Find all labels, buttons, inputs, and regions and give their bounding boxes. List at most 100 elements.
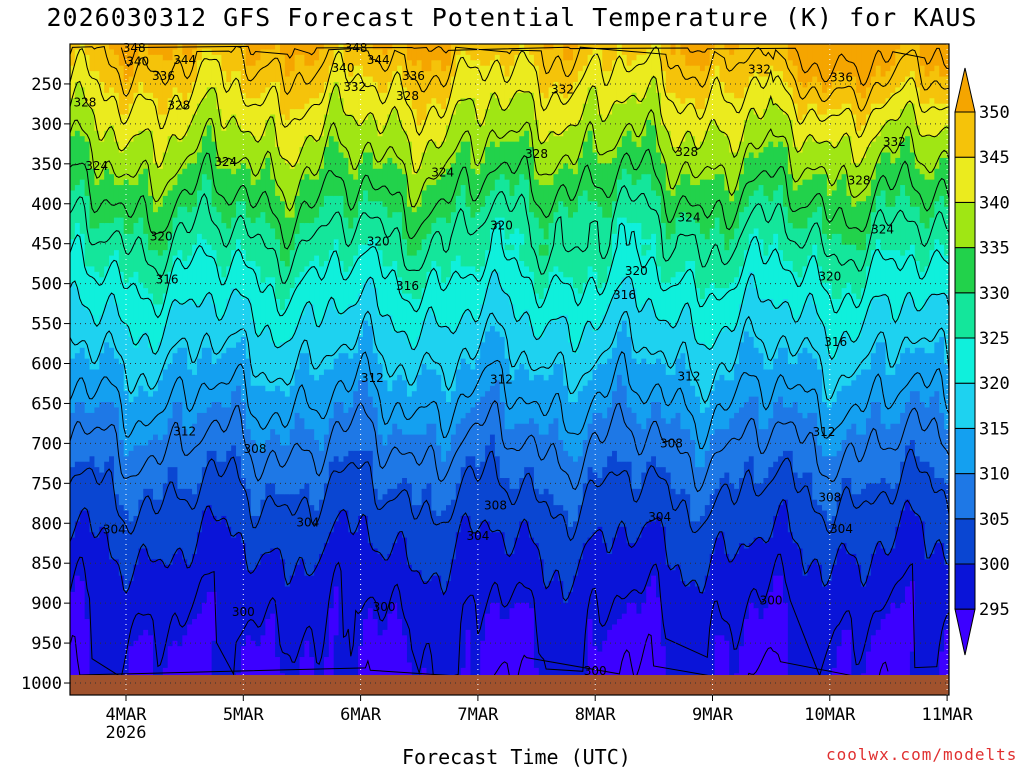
fill-cell xyxy=(704,575,711,685)
fill-cell xyxy=(143,488,149,550)
fill-cell xyxy=(900,412,906,463)
contour-label: 348 xyxy=(344,41,367,55)
fill-cell xyxy=(358,380,364,452)
fill-cell xyxy=(885,298,891,376)
fill-cell xyxy=(113,304,120,360)
fill-cell xyxy=(172,298,179,354)
fill-cell xyxy=(763,429,769,479)
fill-cell xyxy=(499,217,506,289)
fill-cell xyxy=(392,109,398,164)
fill-cell xyxy=(123,44,130,83)
fill-cell xyxy=(499,174,506,219)
fill-cell xyxy=(372,239,379,289)
contour-336 xyxy=(70,108,949,212)
fill-cell xyxy=(768,298,774,371)
fill-cell xyxy=(885,98,891,121)
fill-cell xyxy=(626,98,633,132)
fill-cell xyxy=(773,309,779,360)
fill-cell xyxy=(250,44,257,67)
fill-cell xyxy=(240,298,247,338)
contour-348 xyxy=(70,45,949,112)
fill-cell xyxy=(182,168,188,208)
fill-cell xyxy=(431,510,437,577)
y-tick-label: 600 xyxy=(31,355,62,375)
colorbar-box xyxy=(954,201,976,249)
contour-label: 324 xyxy=(678,210,701,224)
fill-cell xyxy=(148,440,154,490)
fill-cell xyxy=(680,141,686,175)
x-tick-label: 8MAR xyxy=(575,705,617,725)
fill-cell xyxy=(670,92,677,148)
fill-cell xyxy=(431,423,437,512)
fill-cell xyxy=(885,553,891,615)
fill-cell xyxy=(167,233,174,273)
fill-cell xyxy=(387,434,393,490)
fill-cell xyxy=(123,510,130,593)
fill-cell xyxy=(514,228,520,322)
fill-cell xyxy=(621,136,628,170)
fill-cell xyxy=(548,374,555,425)
fill-cell xyxy=(392,331,398,381)
fill-cell xyxy=(153,163,159,213)
fill-cell xyxy=(577,157,584,197)
fill-cell xyxy=(548,423,555,495)
credit-link[interactable]: coolwx.com/modelts xyxy=(826,745,1018,764)
fill-cell xyxy=(504,358,511,430)
fill-cell xyxy=(177,347,183,403)
fill-cell xyxy=(651,309,657,365)
contour-label: 344 xyxy=(367,53,390,67)
fill-cell xyxy=(778,185,784,251)
fill-cell xyxy=(553,505,559,571)
fill-cell xyxy=(812,103,818,143)
fill-cell xyxy=(206,293,213,349)
fill-cell xyxy=(758,44,765,78)
fill-cell xyxy=(572,125,579,175)
fill-cell xyxy=(236,168,242,202)
fill-cell xyxy=(489,60,496,94)
fill-cell xyxy=(890,548,896,604)
fill-cell xyxy=(607,163,613,219)
fill-cell xyxy=(802,44,808,88)
fill-cell xyxy=(646,49,652,88)
fill-cell xyxy=(909,298,916,354)
fill-cell xyxy=(714,429,721,490)
fill-cell xyxy=(333,358,340,403)
fill-cell xyxy=(377,92,384,137)
fill-cell xyxy=(153,54,159,99)
fill-cell xyxy=(563,98,569,132)
fill-cell xyxy=(240,402,247,479)
fill-cell xyxy=(216,521,222,685)
fill-cell xyxy=(817,206,823,268)
fill-cell xyxy=(231,288,237,349)
fill-cell xyxy=(367,396,374,452)
fill-cell xyxy=(685,261,691,305)
fill-cell xyxy=(450,434,457,501)
fill-cell xyxy=(587,87,594,132)
fill-cell xyxy=(79,304,86,349)
fill-cell xyxy=(929,217,935,251)
fill-cell xyxy=(226,450,232,528)
fill-cell xyxy=(133,271,139,349)
fill-cell xyxy=(348,407,354,452)
fill-cell xyxy=(699,591,706,685)
fill-cell xyxy=(695,586,701,685)
fill-cell xyxy=(446,277,452,327)
fill-cell xyxy=(529,44,535,56)
fill-cell xyxy=(822,174,828,235)
fill-cell xyxy=(236,385,242,457)
fill-cell xyxy=(485,521,491,615)
fill-cell xyxy=(880,125,887,154)
fill-cell xyxy=(167,271,174,311)
fill-cell xyxy=(651,76,657,126)
fill-cell xyxy=(914,261,921,311)
fill-cell xyxy=(670,147,677,197)
fill-cell xyxy=(270,483,276,550)
fill-cell xyxy=(944,255,949,295)
fill-cell xyxy=(406,342,413,398)
fill-cell xyxy=(270,613,276,695)
fill-cell xyxy=(929,98,935,137)
fill-cell xyxy=(572,81,579,126)
fill-cell xyxy=(509,44,515,67)
fill-cell xyxy=(196,613,203,695)
fill-cell xyxy=(211,206,218,251)
